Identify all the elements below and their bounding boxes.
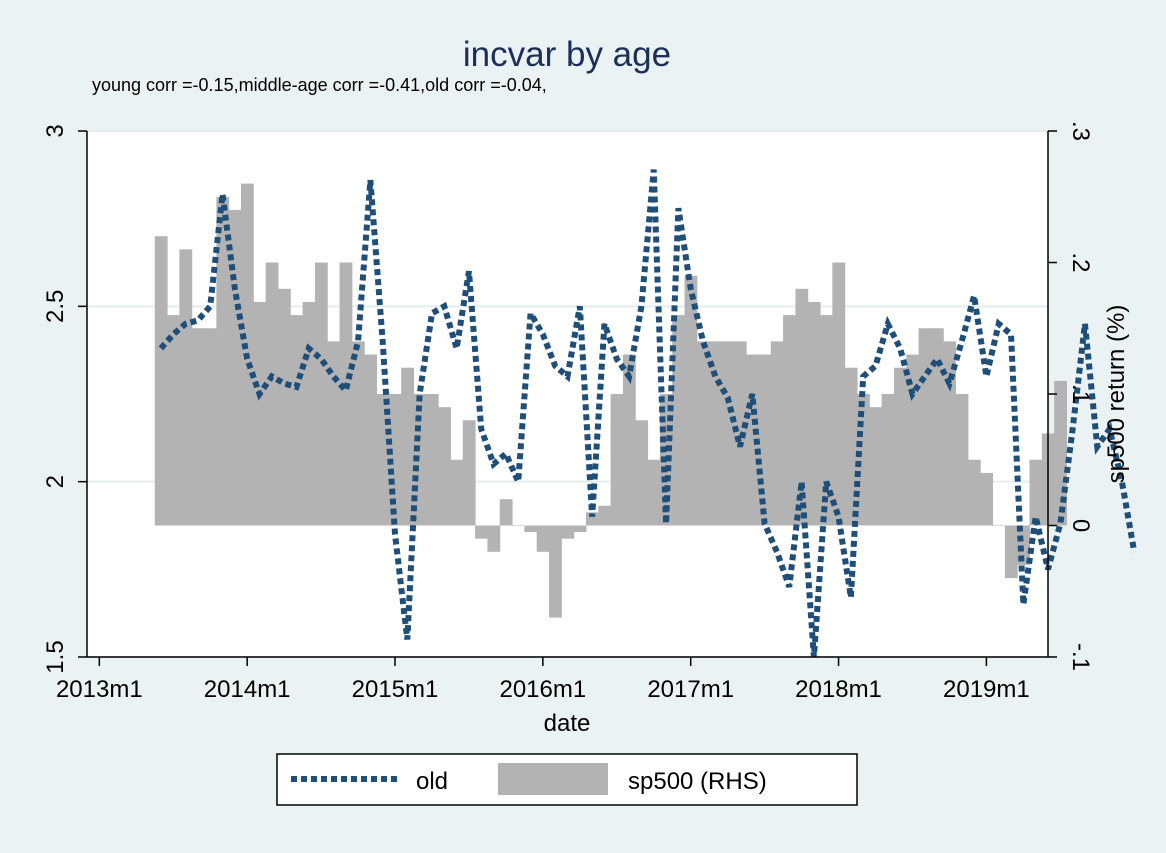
legend-old-label: old [416,768,448,795]
sp500-bar [265,262,279,526]
sp500-bar [204,328,217,526]
sp500-bar [610,394,624,526]
legend-sp500-label: sp500 (RHS) [628,768,767,795]
sp500-bar [622,354,636,526]
right-y-ticks: -.1 0 .1 .2 .3 [1048,121,1094,671]
sp500-bar [918,328,932,526]
sp500-bar [167,315,180,526]
sp500-bar [154,236,168,526]
sp500-bar [364,354,378,526]
sp500-bar [955,394,969,526]
sp500-bar [1054,380,1067,526]
right-y-tick-label: .1 [1067,384,1094,404]
sp500-bar [980,472,994,526]
sp500-bar [906,354,920,526]
legend: old sp500 (RHS) [276,753,858,806]
sp500-bar [314,262,328,526]
x-tick-label: 2013m1 [56,676,143,703]
chart-title: incvar by age [463,35,671,74]
sp500-bar [696,341,710,526]
chart-subtitle: young corr =-0.15,middle-age corr =-0.41… [92,75,547,95]
sp500-bar [450,459,464,526]
right-y-tick-label: -.1 [1067,643,1094,671]
sp500-bar [893,367,907,526]
sp500-bar [549,525,562,618]
sp500-bar [216,196,230,526]
sp500-bar [499,499,513,526]
sp500-bar [635,420,649,526]
x-tick-label: 2017m1 [647,676,734,703]
sp500-bar [536,525,550,552]
sp500-bar [1004,525,1018,579]
sp500-bar [770,341,784,526]
right-y-tick-label: .3 [1067,121,1094,141]
left-y-ticks: 1.5 2 2.5 3 [42,124,87,674]
sp500-bar [351,341,365,526]
sp500-bar [832,262,846,526]
sp500-bar [573,525,587,533]
sp500-bar [1029,459,1043,526]
sp500-bar [339,262,353,526]
sp500-bar [401,367,414,526]
sp500-bar [524,525,538,533]
sp500-bar [425,394,439,526]
sp500-bar [795,288,809,526]
sp500-bar [647,459,661,526]
right-y-tick-label: 0 [1067,519,1094,532]
right-y-tick-label: .2 [1067,252,1094,272]
sp500-bar [807,301,821,526]
sp500-bar [709,341,723,526]
sp500-bar [191,328,205,526]
sp500-bar [290,315,304,526]
sp500-bar [672,315,686,526]
sp500-bar [561,525,575,539]
sp500-bar [179,249,193,526]
sp500-bar [376,394,390,526]
sp500-bar [992,525,1006,526]
sp500-bar [277,288,291,526]
left-y-tick-label: 1.5 [42,640,69,673]
sp500-bar [783,315,796,526]
sp500-bar [327,341,341,526]
x-tick-label: 2019m1 [943,676,1030,703]
sp500-bar [943,341,957,526]
sp500-bar [721,341,735,526]
sp500-bar [930,328,944,526]
x-tick-label: 2016m1 [499,676,586,703]
left-y-tick-label: 2 [42,475,69,488]
x-ticks: 2013m1 2014m1 2015m1 2016m1 2017m1 2018m1 2019… [56,657,1030,703]
sp500-bar [487,525,501,552]
sp500-bar [512,525,525,526]
sp500-bar [475,525,488,539]
sp500-bar [967,459,981,526]
left-y-tick-label: 2.5 [42,290,69,323]
sp500-bar [462,420,476,526]
x-axis-label: date [544,710,591,737]
right-y-axis-label: sp500 return (%) [1103,305,1130,484]
sp500-bar [1017,525,1031,565]
old-line [158,169,1138,658]
left-y-tick-label: 3 [42,124,69,137]
x-tick-label: 2015m1 [352,676,439,703]
sp500-bar [820,315,833,526]
sp500-bar [684,275,698,526]
sp500-bar [869,407,883,526]
sp500-bar [881,394,895,526]
x-tick-label: 2014m1 [204,676,291,703]
sp500-bar [302,301,316,526]
sp500-bar [253,301,267,526]
x-tick-label: 2018m1 [795,676,882,703]
legend-sp500-swatch [498,763,608,795]
sp500-bar [438,407,451,526]
sp500-bar [598,505,612,526]
